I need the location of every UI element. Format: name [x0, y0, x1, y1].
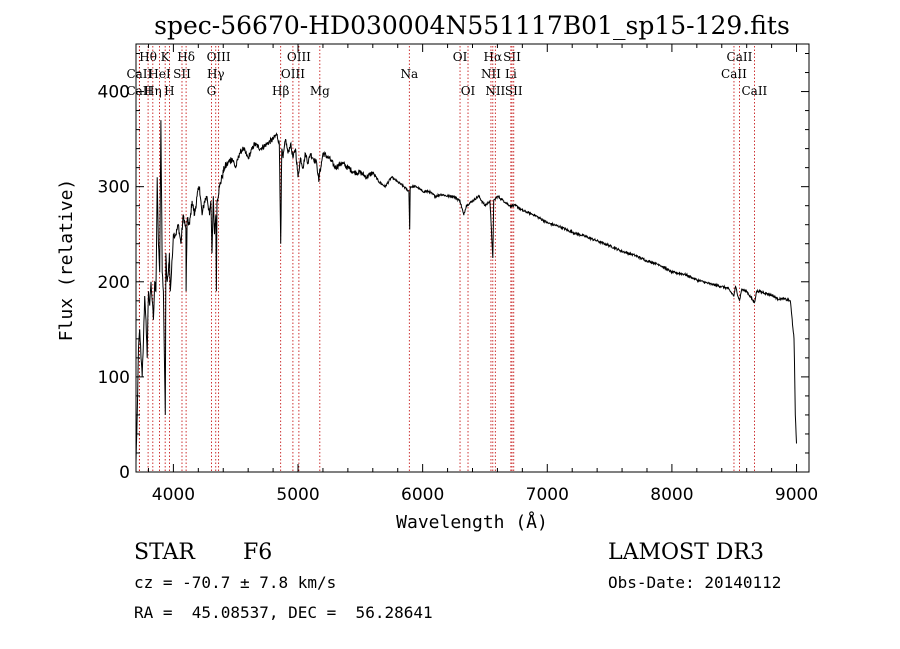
x-axis-label: Wavelength (Å)	[396, 511, 548, 533]
spectral-line: Hβ	[272, 46, 289, 472]
chart-title: spec-56670-HD030004N551117B01_sp15-129.f…	[154, 11, 790, 40]
object-class: STAR	[134, 540, 195, 565]
y-tick-label: 200	[98, 273, 130, 293]
spectral-line-label: NII	[481, 67, 501, 81]
spectral-line: CaII	[721, 46, 747, 472]
spectral-line: H	[164, 46, 175, 472]
y-tick-label: 100	[98, 368, 130, 388]
axis-ticks: 4000 5000 6000 7000 8000 9000 0 100 200 300 400	[98, 44, 818, 505]
spectral-line-label: G	[207, 84, 217, 98]
flux-series-line	[135, 120, 797, 463]
x-tick-label: 6000	[401, 485, 444, 505]
spectral-line-label: Hδ	[177, 50, 195, 64]
spectral-line: Hη	[144, 46, 162, 472]
x-tick-label: 7000	[526, 485, 569, 505]
spectral-line-label: CaII	[721, 67, 747, 81]
spectral-line-label: Na	[400, 67, 418, 81]
x-tick-label: 8000	[650, 485, 693, 505]
spectral-line: Mg	[310, 46, 330, 472]
spectral-line: G	[207, 46, 217, 472]
spectral-line-label: Hβ	[272, 84, 289, 98]
spectral-line: SII	[503, 46, 521, 472]
spectral-line: SII	[173, 46, 191, 472]
spectral-line: Hθ	[139, 46, 157, 472]
spectral-line-label: CaII	[126, 84, 152, 98]
plot-frame	[135, 43, 810, 473]
spectral-line-label: SII	[505, 84, 523, 98]
spectral-line: OI	[461, 46, 476, 472]
spectral-line: NII	[481, 46, 501, 472]
spectral-line-label: OI	[461, 84, 476, 98]
x-tick-label: 9000	[775, 485, 818, 505]
spectral-line: Na	[400, 46, 418, 472]
spectral-line: SII	[505, 46, 523, 472]
spectral-line-label: SII	[503, 50, 521, 64]
spectral-line-label: Hη	[144, 84, 162, 98]
spectral-line: Li	[505, 46, 517, 472]
spectral-line-label: K	[161, 50, 171, 64]
spectral-line: OIII	[281, 46, 305, 472]
spectral-line-label: CaII	[741, 84, 767, 98]
spectral-line-label: HeI	[148, 67, 171, 81]
spectral-line: NII	[485, 46, 506, 472]
spectral-line: CaII	[741, 46, 768, 472]
spectral-line: OIII	[287, 46, 311, 472]
spectral-line-label: SII	[173, 67, 191, 81]
y-tick-label: 0	[119, 463, 130, 483]
spectral-line-label: OIII	[287, 50, 311, 64]
spectral-line-label: Hγ	[207, 67, 225, 81]
spectral-line-label: Hθ	[139, 50, 157, 64]
cz-value: cz = -70.7 ± 7.8 km/s	[134, 573, 337, 592]
subclass: F6	[243, 540, 273, 565]
spectral-line: HeI	[148, 46, 171, 472]
x-tick-label: 5000	[276, 485, 319, 505]
coordinates: RA = 45.08537, DEC = 56.28641	[134, 603, 433, 622]
spectral-line: Hα	[484, 46, 503, 472]
spectral-line-label: OIII	[207, 50, 231, 64]
spectral-line: CaII	[126, 46, 153, 472]
spectral-line: CaII	[727, 46, 753, 472]
spectral-line-label: NII	[485, 84, 505, 98]
spectral-line-label: CaII	[727, 50, 753, 64]
spectral-line-label: OI	[453, 50, 468, 64]
y-axis-label: Flux (relative)	[56, 179, 77, 342]
obs-date: Obs-Date: 20140112	[608, 573, 782, 592]
survey-name: LAMOST DR3	[608, 540, 764, 565]
spectral-line-label: Mg	[310, 84, 330, 98]
spectral-line: OIII	[207, 46, 231, 472]
y-tick-label: 400	[98, 83, 130, 103]
x-tick-label: 4000	[152, 485, 195, 505]
spectral-line: OI	[453, 46, 468, 472]
spectral-line-label: Li	[505, 67, 517, 81]
spectral-line-label: Hα	[484, 50, 503, 64]
spectral-line-label: H	[164, 84, 174, 98]
y-tick-label: 300	[98, 178, 130, 198]
spectral-line-label: OIII	[281, 67, 305, 81]
